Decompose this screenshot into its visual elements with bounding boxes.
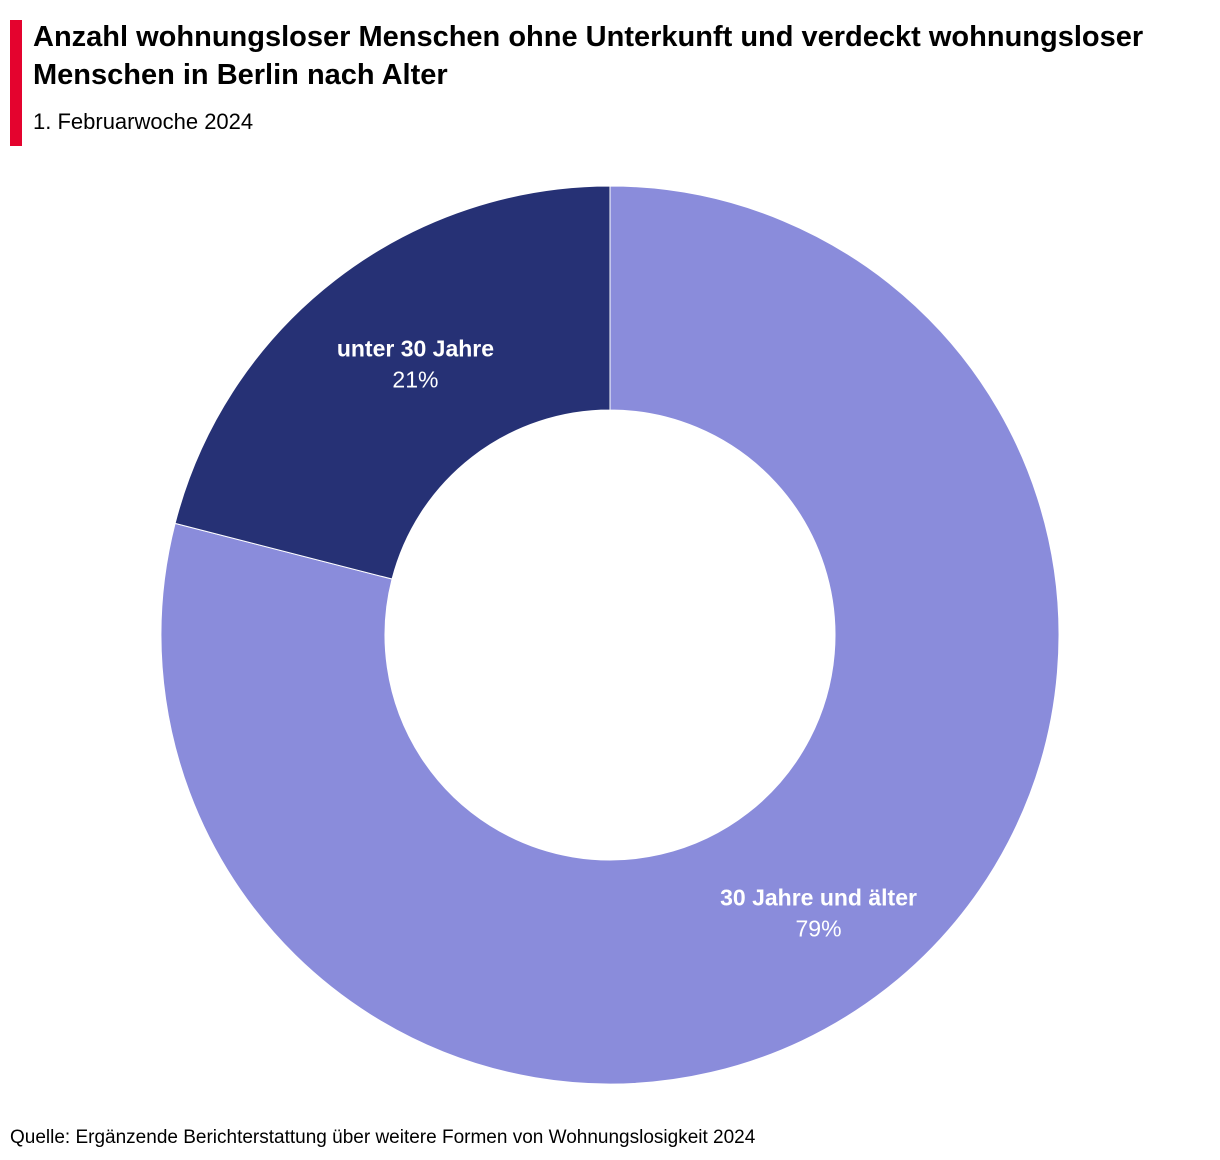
title-accent-bar	[10, 20, 22, 146]
slice-name-label: unter 30 Jahre	[337, 336, 494, 362]
source-note: Quelle: Ergänzende Berichterstattung übe…	[10, 1127, 756, 1148]
donut-chart: 30 Jahre und älter 79% unter 30 Jahre 21%	[160, 185, 1060, 1085]
slice-name-label: 30 Jahre und älter	[720, 885, 917, 911]
slice-value-label: 21%	[392, 367, 438, 393]
chart-title: Anzahl wohnungsloser Menschen ohne Unter…	[33, 21, 1144, 91]
slice-label-1: unter 30 Jahre 21%	[337, 336, 494, 393]
donut-slice-0	[160, 185, 1060, 1085]
chart-subtitle: 1. Februarwoche 2024	[33, 109, 254, 134]
donut-slice-1	[174, 185, 611, 580]
slice-label-0: 30 Jahre und älter 79%	[720, 885, 917, 942]
slice-value-label: 79%	[796, 916, 842, 942]
